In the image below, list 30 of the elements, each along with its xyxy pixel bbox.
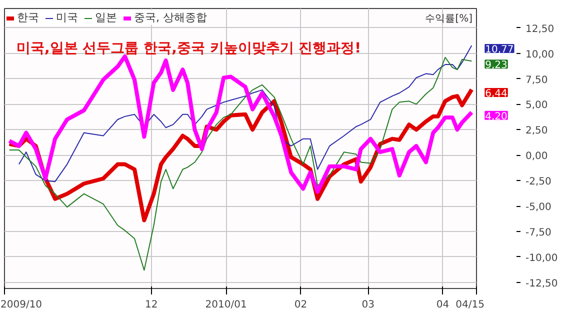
legend-label: 중국, 상해종합 bbox=[134, 10, 207, 25]
legend-label: 일본 bbox=[95, 10, 117, 25]
y-tick-label: -7,50 bbox=[526, 227, 552, 238]
y-tick-label: -2,50 bbox=[526, 176, 552, 188]
y-tick-label: -5,00 bbox=[526, 202, 552, 214]
x-tick-label: 2010/01 bbox=[205, 300, 247, 310]
y-tick-label: 10,00 bbox=[526, 49, 554, 60]
y-tick-label: 7,50 bbox=[526, 74, 548, 86]
data-label: 9,23 bbox=[485, 60, 508, 72]
y-tick-label: -10,00 bbox=[526, 252, 558, 264]
y-axis-title: 수익률[%] bbox=[425, 14, 473, 24]
x-tick-label: 02 bbox=[294, 300, 308, 310]
x-tick-label: 04/15 bbox=[456, 300, 485, 310]
line-series bbox=[8, 56, 472, 271]
text: 미국,일본 선두그룹 한국,중국 키높이맞추기 진행과정! bbox=[16, 40, 362, 56]
y-tick-label: -12,50 bbox=[526, 278, 558, 290]
data-label: 4,20 bbox=[485, 111, 508, 122]
x-tick-label: 04 bbox=[436, 300, 450, 310]
x-tick-label: 03 bbox=[362, 300, 375, 310]
data-label: 6,44 bbox=[485, 88, 508, 100]
legend-label: 한국 bbox=[17, 10, 39, 25]
legend-label: 미국 bbox=[56, 10, 78, 25]
line-series bbox=[7, 54, 474, 194]
y-tick-label: 0,00 bbox=[526, 151, 548, 162]
y-tick-label: 5,00 bbox=[526, 100, 548, 112]
y-tick-label: 12,50 bbox=[526, 24, 554, 35]
x-tick-label: 12 bbox=[145, 300, 158, 310]
y-tick-label: 2,50 bbox=[526, 126, 548, 137]
x-tick-label: 2009/10 bbox=[0, 300, 42, 310]
data-label: 10,77 bbox=[485, 44, 514, 56]
